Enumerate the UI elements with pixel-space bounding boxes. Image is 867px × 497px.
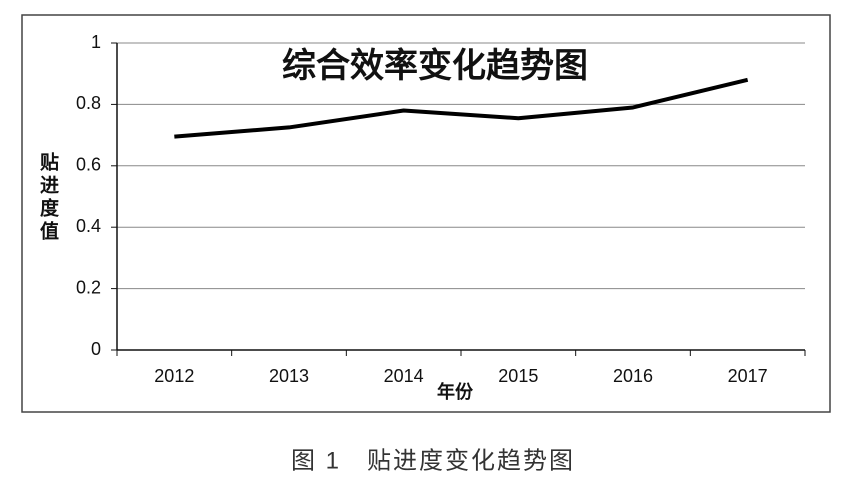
x-tick-label: 2013: [269, 366, 309, 386]
x-tick-label: 2017: [728, 366, 768, 386]
chart-title: 综合效率变化趋势图: [282, 47, 588, 85]
x-tick-label: 2015: [498, 366, 538, 386]
data-line: [174, 77, 749, 139]
x-tick-label: 2014: [384, 366, 424, 386]
x-axis-label: 年份: [437, 381, 474, 402]
y-tick-label: 0.8: [76, 93, 101, 113]
y-tick-label: 0.2: [76, 277, 101, 297]
chart-frame: [21, 14, 831, 413]
x-tick-label: 2016: [613, 366, 653, 386]
y-tick-label: 0: [91, 339, 101, 359]
y-tick-label: 0.6: [76, 155, 101, 175]
y-tick-label: 1: [91, 32, 101, 52]
y-axis-label: 贴进度值: [37, 152, 59, 244]
y-tick-label: 0.4: [76, 216, 101, 236]
caption: 图 1 贴进度变化趋势图: [291, 447, 575, 474]
x-tick-label: 2012: [154, 366, 194, 386]
